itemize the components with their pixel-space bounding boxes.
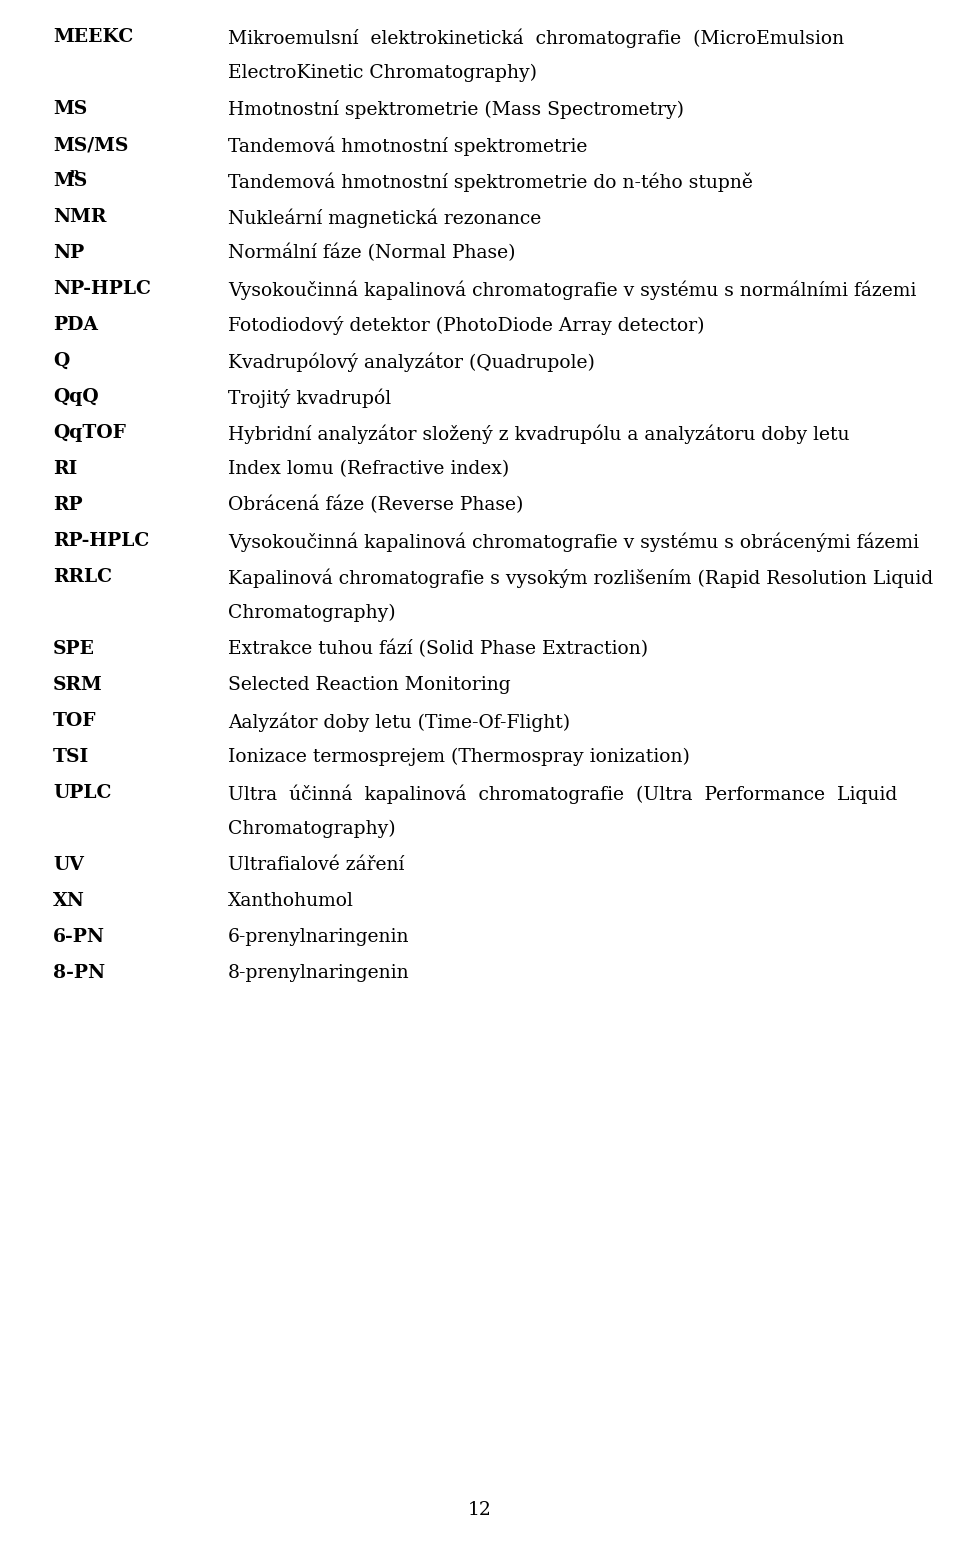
Text: Obrácená fáze (Reverse Phase): Obrácená fáze (Reverse Phase) [228, 495, 523, 514]
Text: NP: NP [53, 244, 84, 262]
Text: Tandemová hmotnostní spektrometrie: Tandemová hmotnostní spektrometrie [228, 136, 588, 156]
Text: RI: RI [53, 460, 77, 478]
Text: Extrakce tuhou fází (Solid Phase Extraction): Extrakce tuhou fází (Solid Phase Extract… [228, 640, 648, 659]
Text: Kapalinová chromatografie s vysokým rozlišením (Rapid Resolution Liquid: Kapalinová chromatografie s vysokým rozl… [228, 568, 933, 588]
Text: Ultrafialové záření: Ultrafialové záření [228, 856, 404, 873]
Text: Tandemová hmotnostní spektrometrie do n-tého stupně: Tandemová hmotnostní spektrometrie do n-… [228, 171, 753, 191]
Text: Q: Q [53, 352, 69, 370]
Text: PDA: PDA [53, 316, 98, 333]
Text: 8-PN: 8-PN [53, 964, 106, 981]
Text: RP-HPLC: RP-HPLC [53, 532, 149, 549]
Text: Vysokoučinná kapalinová chromatografie v systému s normálními fázemi: Vysokoučinná kapalinová chromatografie v… [228, 279, 917, 299]
Text: 8-prenylnaringenin: 8-prenylnaringenin [228, 964, 410, 981]
Text: Hybridní analyzátor složený z kvadrupólu a analyzátoru doby letu: Hybridní analyzátor složený z kvadrupólu… [228, 424, 850, 443]
Text: NMR: NMR [53, 208, 107, 225]
Text: 6-prenylnaringenin: 6-prenylnaringenin [228, 927, 410, 946]
Text: Normální fáze (Normal Phase): Normální fáze (Normal Phase) [228, 244, 516, 262]
Text: UV: UV [53, 856, 84, 873]
Text: MS: MS [53, 171, 87, 190]
Text: 6-PN: 6-PN [53, 927, 105, 946]
Text: RP: RP [53, 495, 83, 514]
Text: Fotodiodový detektor (PhotoDiode Array detector): Fotodiodový detektor (PhotoDiode Array d… [228, 316, 705, 335]
Text: Nukleární magnetická rezonance: Nukleární magnetická rezonance [228, 208, 541, 227]
Text: Index lomu (Refractive index): Index lomu (Refractive index) [228, 460, 509, 478]
Text: 12: 12 [468, 1501, 492, 1518]
Text: n: n [70, 167, 80, 181]
Text: SPE: SPE [53, 640, 95, 657]
Text: TSI: TSI [53, 748, 89, 765]
Text: Kvadrupólový analyzátor (Quadrupole): Kvadrupólový analyzátor (Quadrupole) [228, 352, 595, 372]
Text: QqQ: QqQ [53, 387, 99, 406]
Text: Mikroemulsní  elektrokinetická  chromatografie  (MicroEmulsion: Mikroemulsní elektrokinetická chromatog… [228, 28, 844, 48]
Text: ElectroKinetic Chromatography): ElectroKinetic Chromatography) [228, 63, 537, 82]
Text: Xanthohumol: Xanthohumol [228, 892, 354, 910]
Text: Ionizace termosprejem (Thermospray ionization): Ionizace termosprejem (Thermospray ioniz… [228, 748, 690, 767]
Text: Trojitý kvadrupól: Trojitý kvadrupól [228, 387, 391, 407]
Text: XN: XN [53, 892, 84, 910]
Text: Ultra  účinná  kapalinová  chromatografie  (Ultra  Performance  Liquid: Ultra účinná kapalinová chromatografie (… [228, 784, 898, 804]
Text: MEEKC: MEEKC [53, 28, 133, 46]
Text: UPLC: UPLC [53, 784, 111, 802]
Text: SRM: SRM [53, 676, 103, 694]
Text: Chromatography): Chromatography) [228, 819, 396, 838]
Text: Aalyzátor doby letu (Time-Of-Flight): Aalyzátor doby letu (Time-Of-Flight) [228, 711, 570, 731]
Text: RRLC: RRLC [53, 568, 112, 586]
Text: QqTOF: QqTOF [53, 424, 126, 441]
Text: Selected Reaction Monitoring: Selected Reaction Monitoring [228, 676, 511, 694]
Text: MS/MS: MS/MS [53, 136, 129, 154]
Text: MS: MS [53, 100, 87, 117]
Text: Hmotnostní spektrometrie (Mass Spectrometry): Hmotnostní spektrometrie (Mass Spectrome… [228, 100, 684, 119]
Text: TOF: TOF [53, 711, 97, 730]
Text: NP-HPLC: NP-HPLC [53, 279, 151, 298]
Text: Chromatography): Chromatography) [228, 603, 396, 622]
Text: Vysokoučinná kapalinová chromatografie v systému s obrácenými fázemi: Vysokoučinná kapalinová chromatografie v… [228, 532, 919, 551]
